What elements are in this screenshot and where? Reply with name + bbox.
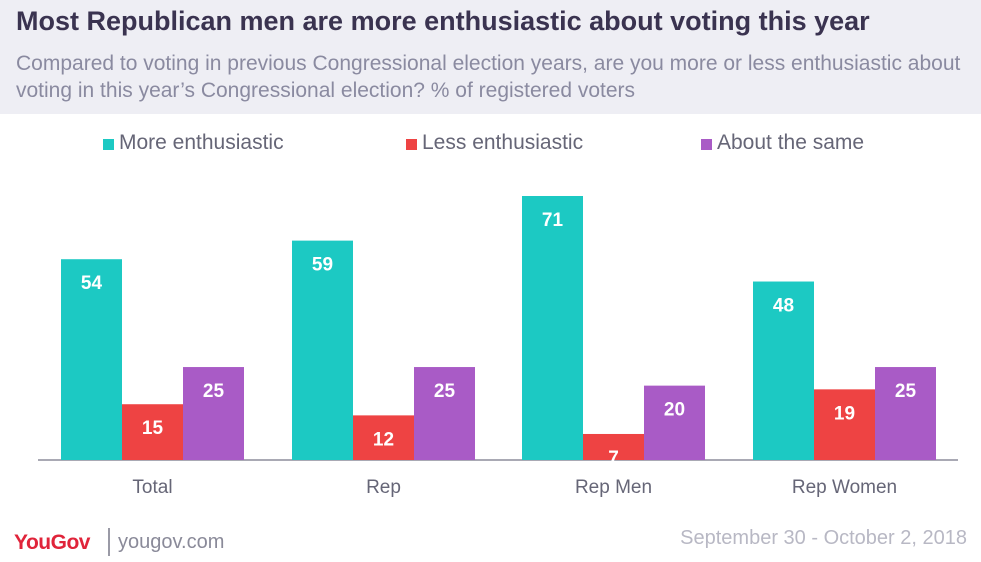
bar-rep-less-enthusiastic — [353, 415, 414, 460]
survey-date: September 30 - October 2, 2018 — [680, 527, 967, 549]
x-tick-label-total: Total — [132, 477, 172, 498]
data-label-rep-men-about-the-same: 20 — [664, 400, 685, 421]
data-label-rep-women-about-the-same: 25 — [895, 381, 917, 402]
data-label-rep-about-the-same: 25 — [434, 381, 456, 402]
bar-rep-men-about-the-same — [644, 385, 705, 460]
data-label-total-less-enthusiastic: 15 — [142, 418, 164, 439]
bar-rep-about-the-same — [414, 367, 475, 460]
legend-label-more-enthusiastic: More enthusiastic — [119, 131, 284, 154]
chart-title: Most Republican men are more enthusiasti… — [16, 6, 870, 36]
bar-rep-women-about-the-same — [875, 367, 936, 460]
data-label-total-more-enthusiastic: 54 — [81, 273, 103, 294]
legend-label-less-enthusiastic: Less enthusiastic — [422, 131, 584, 154]
footer-site: yougov.com — [118, 531, 225, 553]
bar-rep-women-less-enthusiastic — [814, 389, 875, 460]
bar-total-about-the-same — [183, 367, 244, 460]
bar-total-less-enthusiastic — [122, 404, 183, 460]
data-label-rep-women-less-enthusiastic: 19 — [834, 403, 855, 424]
legend-swatch-more-enthusiastic — [103, 139, 114, 150]
x-tick-label-rep-men: Rep Men — [575, 477, 652, 498]
data-label-rep-less-enthusiastic: 12 — [373, 429, 394, 450]
legend-label-about-the-same: About the same — [717, 131, 865, 154]
x-tick-label-rep-women: Rep Women — [792, 477, 897, 498]
legend: More enthusiastic Less enthusiastic Abou… — [0, 131, 981, 159]
chart-subtitle: Compared to voting in previous Congressi… — [16, 52, 961, 102]
header-band: Most Republican men are more enthusiasti… — [0, 0, 981, 114]
bar-rep-more-enthusiastic — [292, 240, 353, 460]
bar-rep-men-more-enthusiastic — [522, 196, 583, 460]
footer-divider — [108, 528, 110, 556]
data-label-rep-men-more-enthusiastic: 71 — [542, 210, 564, 231]
bar-rep-men-less-enthusiastic — [583, 433, 644, 460]
data-label-total-about-the-same: 25 — [203, 381, 225, 402]
legend-swatch-less-enthusiastic — [406, 139, 417, 150]
bar-total-more-enthusiastic — [61, 259, 122, 460]
yougov-logo: YouGov — [14, 531, 90, 554]
bar-rep-women-more-enthusiastic — [753, 281, 814, 460]
x-tick-label-rep: Rep — [366, 477, 401, 498]
data-label-rep-women-more-enthusiastic: 48 — [773, 296, 794, 317]
data-label-rep-more-enthusiastic: 59 — [312, 255, 333, 276]
data-label-rep-men-less-enthusiastic: 7 — [608, 448, 619, 469]
legend-swatch-about-the-same — [701, 139, 712, 150]
